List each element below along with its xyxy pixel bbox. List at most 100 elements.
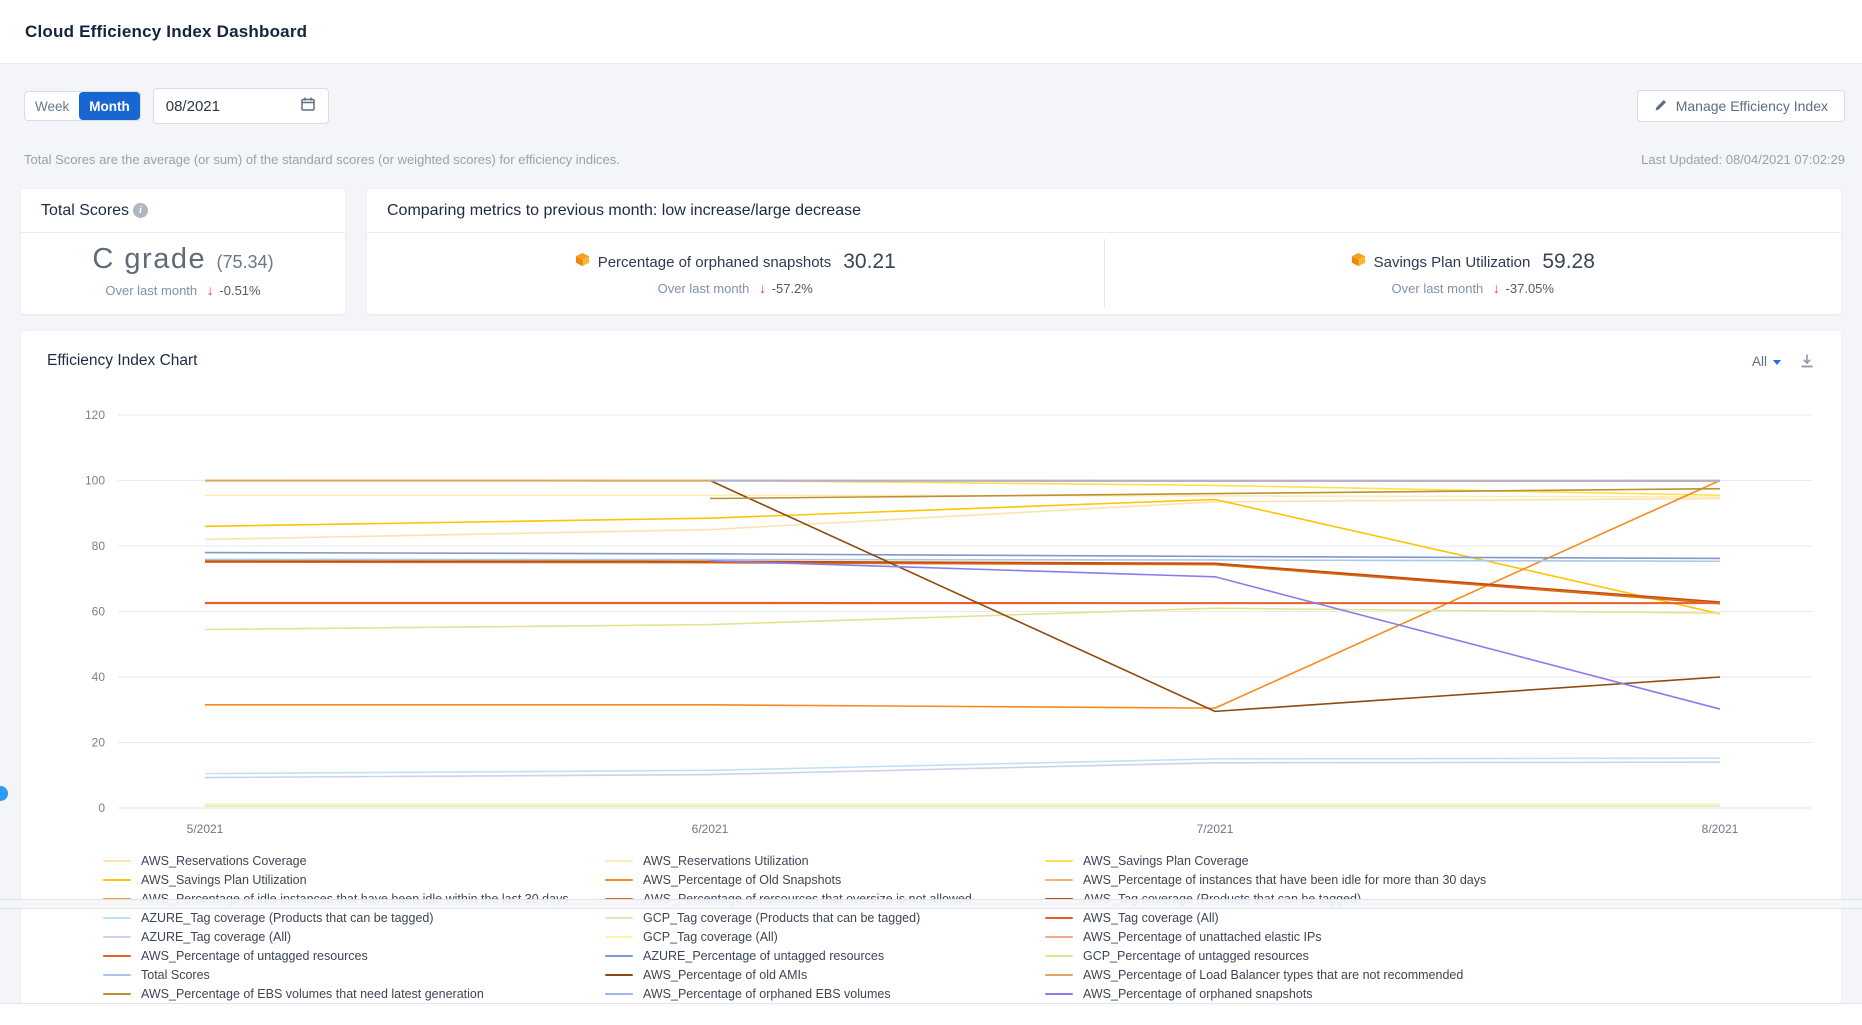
legend-label: AWS_Percentage of Old Snapshots: [643, 873, 841, 887]
legend-item[interactable]: GCP_Tag coverage (All): [605, 927, 1045, 946]
legend-item[interactable]: GCP_Tag coverage (Products that can be t…: [605, 908, 1045, 927]
legend-item[interactable]: AWS_Reservations Utilization: [605, 851, 1045, 870]
legend-swatch: [1045, 879, 1073, 881]
legend-swatch: [605, 860, 633, 862]
legend-swatch: [103, 917, 131, 919]
comparison-title: Comparing metrics to previous month: low…: [387, 202, 861, 220]
meta-row: Total Scores are the average (or sum) of…: [24, 152, 1845, 167]
top-bar: Cloud Efficiency Index Dashboard: [0, 0, 1862, 64]
legend-item[interactable]: AWS_Percentage of Old Snapshots: [605, 870, 1045, 889]
legend-swatch: [605, 993, 633, 995]
legend-item[interactable]: GCP_Percentage of untagged resources: [1045, 946, 1815, 965]
metric-trend: Over last month ↓ -37.05%: [1392, 280, 1554, 296]
trend-label: Over last month: [658, 281, 750, 296]
red-down-arrow-icon: ↓: [759, 280, 766, 296]
comparison-card: Comparing metrics to previous month: low…: [367, 189, 1841, 314]
legend-label: AZURE_Tag coverage (All): [141, 930, 291, 944]
score-value: (75.34): [217, 252, 274, 272]
total-scores-body: C grade (75.34) Over last month ↓ -0.51%: [21, 233, 345, 298]
x-axis-tick-label: 6/2021: [692, 822, 729, 836]
legend-swatch: [103, 974, 131, 976]
legend-label: Total Scores: [141, 968, 210, 982]
metric-name: Percentage of orphaned snapshots: [598, 254, 832, 271]
legend-swatch: [605, 955, 633, 957]
grade-value: C grade: [92, 243, 206, 275]
red-down-arrow-icon: ↓: [207, 282, 214, 298]
legend-label: AWS_Percentage of EBS volumes that need …: [141, 987, 484, 1001]
trend-value: -57.2%: [772, 281, 813, 296]
total-scores-caption: Total Scores are the average (or sum) of…: [24, 152, 620, 167]
legend-swatch: [103, 936, 131, 938]
total-scores-trend: Over last month ↓ -0.51%: [21, 282, 345, 298]
trend-value: -0.51%: [219, 283, 260, 298]
x-axis-tick-label: 5/2021: [187, 822, 224, 836]
toggle-month[interactable]: Month: [79, 92, 139, 120]
legend-item[interactable]: AWS_Percentage of untagged resources: [103, 946, 605, 965]
chart-title: Efficiency Index Chart: [47, 352, 1752, 370]
legend-label: AWS_Percentage of untagged resources: [141, 949, 368, 963]
legend-item[interactable]: AWS_Reservations Coverage: [103, 851, 605, 870]
comparison-body: Percentage of orphaned snapshots 30.21 O…: [367, 233, 1841, 313]
toggle-week[interactable]: Week: [25, 92, 79, 120]
legend-item[interactable]: AWS_Percentage of orphaned snapshots: [1045, 984, 1815, 1003]
legend-swatch: [1045, 974, 1073, 976]
legend-item[interactable]: AZURE_Tag coverage (Products that can be…: [103, 908, 605, 927]
legend-swatch: [1045, 955, 1073, 957]
legend-item[interactable]: AZURE_Tag coverage (All): [103, 927, 605, 946]
legend-label: AWS_Tag coverage (All): [1083, 911, 1219, 925]
legend-swatch: [605, 974, 633, 976]
period-toggle: Week Month: [24, 91, 141, 121]
efficiency-index-line-chart: 0204060801001205/20216/20217/20218/2021: [47, 393, 1815, 845]
legend-item[interactable]: Total Scores: [103, 965, 605, 984]
y-axis-tick-label: 20: [92, 736, 106, 750]
legend-swatch: [103, 879, 131, 881]
legend-item[interactable]: AWS_Percentage of instances that have be…: [1045, 870, 1815, 889]
manage-efficiency-index-button[interactable]: Manage Efficiency Index: [1637, 90, 1845, 122]
legend-item[interactable]: AZURE_Percentage of untagged resources: [605, 946, 1045, 965]
summary-cards-row: Total Scores i C grade (75.34) Over last…: [21, 189, 1841, 314]
dashboard-page: Cloud Efficiency Index Dashboard Week Mo…: [0, 0, 1862, 1025]
legend-swatch: [605, 917, 633, 919]
legend-item[interactable]: AWS_Percentage of old AMIs: [605, 965, 1045, 984]
legend-label: AWS_Percentage of orphaned snapshots: [1083, 987, 1313, 1001]
trend-label: Over last month: [105, 283, 197, 298]
metric-trend: Over last month ↓ -57.2%: [658, 280, 813, 296]
legend-label: AWS_Percentage of Load Balancer types th…: [1083, 968, 1463, 982]
legend-item[interactable]: AWS_Savings Plan Coverage: [1045, 851, 1815, 870]
download-chart-button[interactable]: [1799, 353, 1815, 369]
chart-line-series: [205, 499, 1720, 540]
grade-line: C grade (75.34): [21, 243, 345, 276]
metric-orphaned-snapshots: Percentage of orphaned snapshots 30.21 O…: [367, 233, 1104, 313]
metric-header: Percentage of orphaned snapshots 30.21: [575, 250, 896, 274]
legend-swatch: [1045, 936, 1073, 938]
legend-item[interactable]: AWS_Tag coverage (All): [1045, 908, 1815, 927]
legend-swatch: [1045, 860, 1073, 862]
metric-savings-plan-utilization: Savings Plan Utilization 59.28 Over last…: [1105, 233, 1842, 313]
last-updated-text: Last Updated: 08/04/2021 07:02:29: [1641, 152, 1845, 167]
download-icon: [1799, 353, 1815, 369]
legend-swatch: [1045, 917, 1073, 919]
legend-clip-divider: [0, 899, 1862, 909]
legend-item[interactable]: AWS_Percentage of orphaned EBS volumes: [605, 984, 1045, 1003]
total-scores-card-header: Total Scores i: [21, 189, 345, 233]
metric-value: 30.21: [843, 250, 896, 274]
legend-swatch: [103, 860, 131, 862]
calendar-icon[interactable]: [300, 96, 316, 117]
page-bottom-divider: [0, 1003, 1862, 1025]
series-filter-dropdown[interactable]: All: [1752, 354, 1781, 369]
legend-item[interactable]: AWS_Percentage of EBS volumes that need …: [103, 984, 605, 1003]
legend-label: AWS_Percentage of unattached elastic IPs: [1083, 930, 1322, 944]
aws-cube-icon: [575, 252, 590, 272]
chart-legend: AWS_Reservations CoverageAWS_Reservation…: [47, 851, 1815, 1003]
legend-label: AWS_Percentage of old AMIs: [643, 968, 807, 982]
chart-header: Efficiency Index Chart All: [21, 331, 1841, 375]
legend-item[interactable]: AWS_Percentage of Load Balancer types th…: [1045, 965, 1815, 984]
date-picker-input[interactable]: 08/2021: [153, 88, 329, 124]
y-axis-tick-label: 80: [92, 539, 106, 553]
legend-item[interactable]: AWS_Percentage of unattached elastic IPs: [1045, 927, 1815, 946]
total-scores-card: Total Scores i C grade (75.34) Over last…: [21, 189, 345, 314]
info-icon[interactable]: i: [133, 203, 148, 218]
legend-item[interactable]: AWS_Savings Plan Utilization: [103, 870, 605, 889]
legend-label: AWS_Savings Plan Utilization: [141, 873, 307, 887]
side-drawer-handle[interactable]: [0, 786, 8, 801]
